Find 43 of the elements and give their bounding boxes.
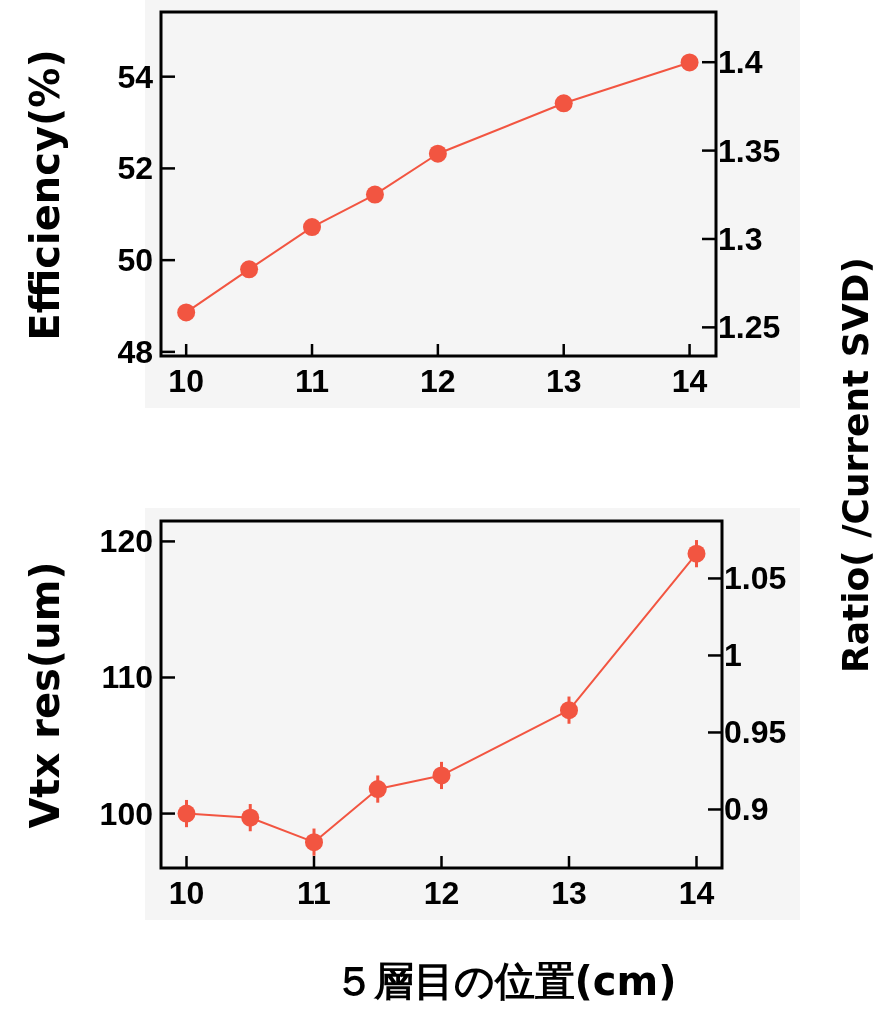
point — [560, 701, 578, 720]
point — [687, 544, 706, 563]
y2-tick-label: 1.05 — [724, 560, 787, 597]
point — [240, 260, 259, 279]
y2-tick-label: 1.3 — [718, 220, 763, 257]
y2-tick-label: 0.9 — [724, 791, 769, 828]
y-axis-title: Efficiency(%) — [22, 49, 68, 341]
x-tick-label: 13 — [551, 875, 587, 911]
point — [365, 185, 384, 204]
y2-axis-title: Ratio( /Current SVD) — [835, 257, 876, 673]
point — [554, 94, 573, 113]
point — [177, 303, 196, 322]
y-axis-title: Vtx res(um) — [22, 561, 68, 829]
y2-tick-label: 1.35 — [718, 132, 781, 169]
y-tick-label: 54 — [117, 58, 154, 95]
x-tick-label: 10 — [168, 875, 205, 911]
x-axis-title: ５層目の位置(cm) — [333, 958, 677, 1004]
y-tick-label: 100 — [99, 795, 153, 832]
y-tick-label: 50 — [117, 242, 153, 279]
x-tick-label: 14 — [671, 363, 708, 399]
x-tick-label: 13 — [545, 363, 582, 399]
x-tick-label: 11 — [295, 363, 329, 399]
point — [432, 766, 451, 785]
y-tick-label: 52 — [117, 150, 153, 187]
y2-tick-label: 0.95 — [724, 714, 787, 751]
point — [305, 833, 323, 852]
point — [303, 218, 322, 237]
y2-tick-label: 1 — [724, 637, 742, 674]
x-tick-label: 10 — [168, 363, 204, 399]
point — [368, 780, 387, 799]
y2-tick-label: 1.25 — [718, 309, 781, 346]
y-tick-label: 110 — [101, 659, 153, 696]
x-tick-label: 12 — [423, 875, 460, 911]
y2-tick-label: 1.4 — [718, 44, 763, 81]
y-tick-label: 120 — [99, 523, 153, 560]
y-tick-label: 48 — [117, 333, 153, 370]
point — [428, 144, 447, 163]
point — [680, 53, 699, 72]
x-tick-label: 11 — [297, 875, 331, 911]
point — [241, 808, 260, 827]
x-tick-label: 14 — [678, 875, 715, 911]
x-tick-label: 12 — [420, 363, 456, 399]
point — [177, 804, 196, 823]
